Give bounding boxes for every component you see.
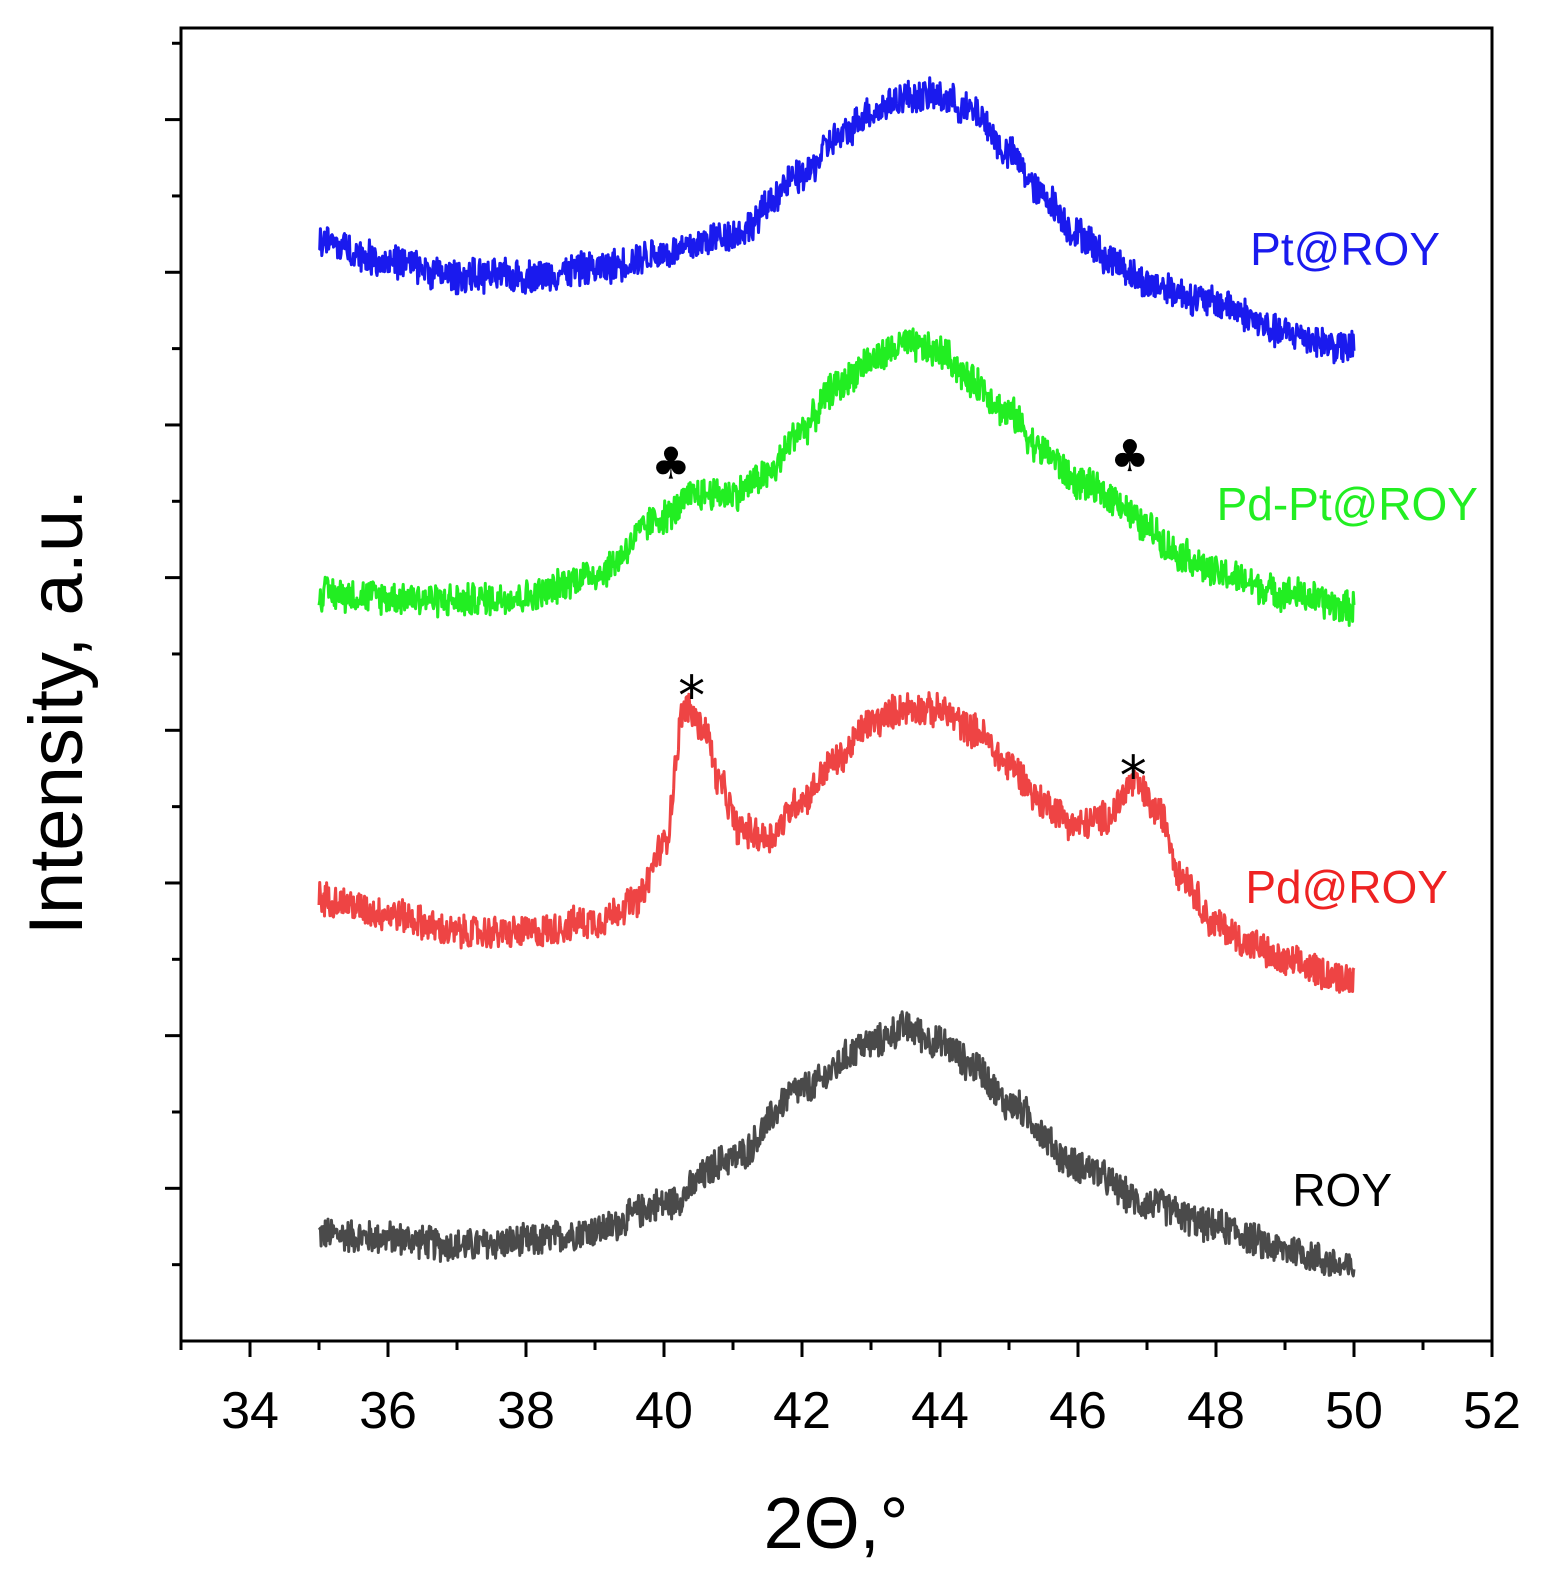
series-label-pd-pt-roy: Pd-Pt@ROY [1217,478,1478,530]
x-tick-label: 40 [635,1382,693,1440]
x-tick-label: 42 [773,1382,831,1440]
asterisk-marker: * [678,664,705,727]
series-line-pt-roy [318,76,1356,365]
x-tick-label: 36 [359,1382,417,1440]
x-tick-label: 52 [1463,1382,1521,1440]
x-tick-label: 46 [1049,1382,1107,1440]
x-axis-ticks: 34 36 38 40 42 44 46 48 50 52 [179,1341,1521,1440]
series-lines [317,76,1356,1278]
series-line-roy [317,1010,1356,1278]
series-label-pd-roy: Pd@ROY [1245,861,1448,913]
series-line-pd-pt-roy [317,327,1356,627]
club-marker: ♣ [1110,431,1149,482]
x-tick-label: 34 [221,1382,279,1440]
series-line-pd-roy [317,691,1356,994]
y-axis-title: Intensity, a.u. [14,489,99,935]
asterisk-marker: * [1120,744,1147,807]
x-tick-label: 48 [1187,1382,1245,1440]
series-label-pt-roy: Pt@ROY [1250,223,1440,275]
plot-frame [179,26,1494,1343]
x-tick-label: 38 [497,1382,555,1440]
club-marker: ♣ [651,438,690,489]
y-axis-ticks [165,41,181,1267]
peak-markers: ♣ ♣ * * [651,431,1149,808]
x-tick-label: 50 [1325,1382,1383,1440]
x-axis-title: 2Θ,° [764,1484,909,1564]
x-tick-label: 44 [911,1382,969,1440]
series-label-roy: ROY [1292,1164,1392,1216]
